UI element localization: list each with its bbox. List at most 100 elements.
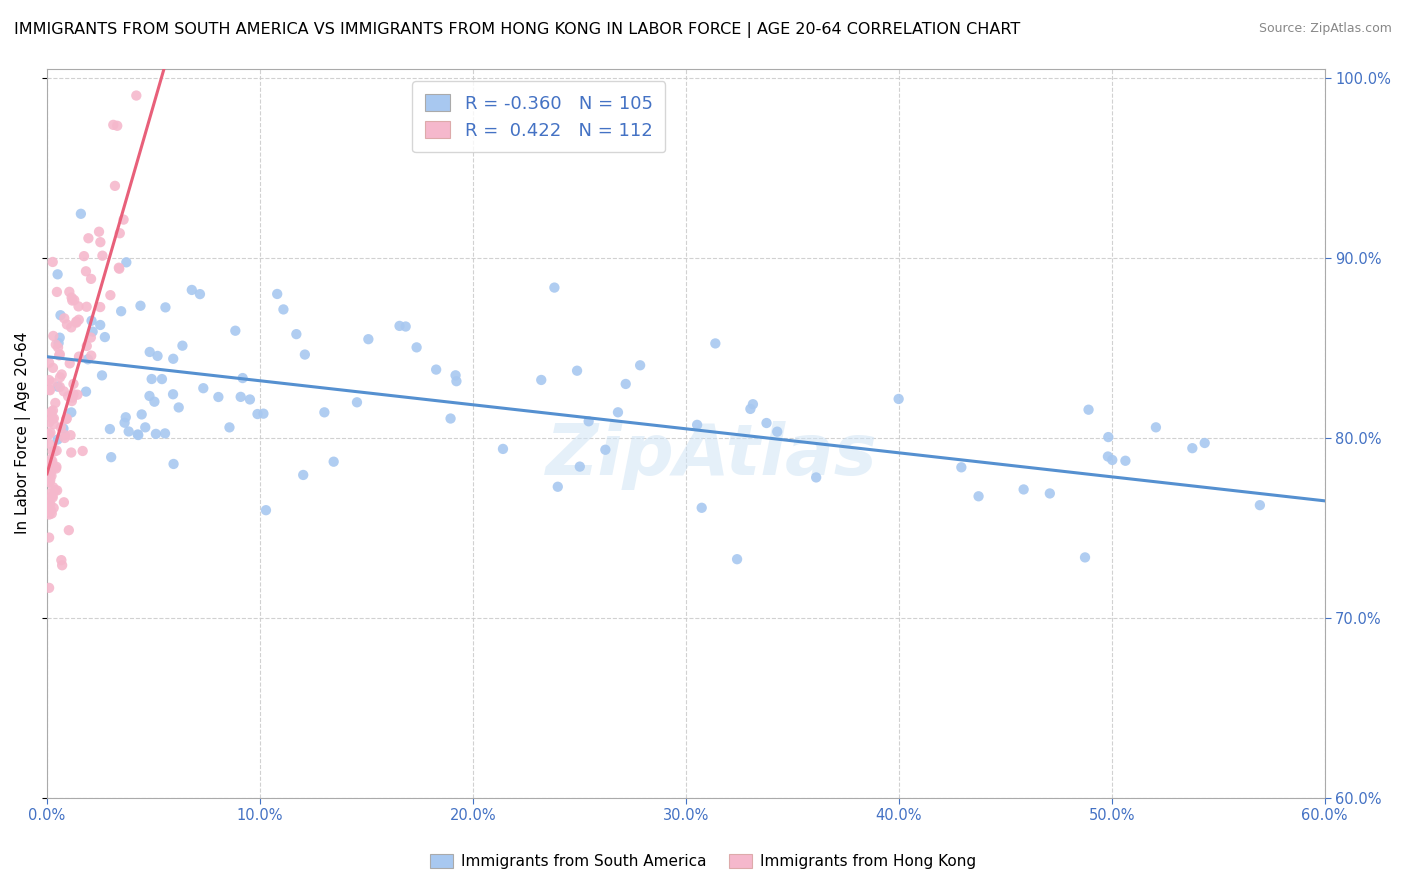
Point (42, 329, 65, 343)
Point (52, 384, 75, 399)
Point (405, 340, 427, 354)
Point (42, 458, 65, 472)
Point (44, 483, 66, 498)
Point (66, 387, 89, 401)
Point (80, 330, 103, 344)
Point (143, 394, 166, 409)
Point (89, 318, 111, 332)
Point (131, 408, 153, 422)
Point (232, 371, 254, 385)
Point (145, 426, 167, 441)
Point (565, 364, 588, 378)
Point (49, 347, 72, 361)
Point (425, 362, 447, 376)
Point (46, 268, 69, 282)
Point (314, 405, 336, 419)
Point (285, 327, 308, 342)
Point (41, 454, 63, 468)
Point (53, 431, 76, 445)
Point (65, 316, 87, 330)
Point (80, 314, 103, 328)
Point (60, 291, 83, 305)
Point (39, 425, 62, 440)
Point (60, 293, 83, 308)
Point (55, 412, 77, 426)
Point (45, 443, 67, 458)
Point (94, 330, 117, 344)
Point (686, 417, 709, 432)
Point (1144, 420, 1167, 434)
Point (58, 285, 80, 299)
Text: ZipAtlas: ZipAtlas (546, 421, 877, 490)
Point (41, 411, 63, 425)
Point (73, 249, 96, 263)
Point (167, 401, 190, 415)
Point (292, 467, 315, 482)
Point (766, 425, 789, 439)
Point (755, 416, 778, 430)
Point (53, 428, 76, 442)
Point (492, 442, 515, 456)
Point (48, 331, 70, 345)
Point (38, 458, 60, 473)
Point (42, 491, 65, 505)
Point (1101, 453, 1123, 467)
Point (1249, 498, 1271, 512)
Point (89, 300, 111, 314)
Point (103, 118, 125, 132)
Point (42, 411, 65, 425)
Point (52, 495, 75, 509)
Point (38, 581, 60, 595)
Point (42, 360, 65, 375)
Point (188, 287, 211, 301)
Point (82, 325, 104, 339)
Point (63, 293, 86, 307)
Point (42, 461, 65, 475)
Point (254, 503, 277, 517)
Point (162, 351, 184, 366)
Point (38, 487, 60, 501)
Point (614, 376, 637, 391)
Point (51, 368, 73, 382)
Point (45, 285, 67, 299)
Point (65, 315, 87, 329)
Point (224, 324, 246, 338)
Point (59, 428, 82, 442)
Point (294, 347, 316, 361)
Point (252, 407, 274, 421)
Point (60, 391, 83, 405)
Point (108, 261, 131, 276)
Point (46, 483, 69, 498)
Point (75, 264, 97, 278)
Point (45, 459, 67, 474)
Point (887, 392, 910, 406)
Point (129, 299, 152, 313)
Point (628, 359, 651, 373)
Point (690, 500, 713, 515)
Point (162, 457, 184, 471)
Point (153, 426, 176, 441)
Point (115, 255, 138, 269)
Point (38, 470, 60, 484)
Point (39, 497, 62, 511)
Point (38, 475, 60, 490)
Point (446, 374, 468, 388)
Point (607, 405, 630, 419)
Point (39, 460, 62, 475)
Point (38, 508, 60, 522)
Point (38, 383, 60, 397)
Point (967, 489, 990, 503)
Point (76, 300, 98, 314)
Point (39, 473, 62, 487)
Point (67, 312, 90, 326)
Point (239, 392, 262, 407)
Point (46, 433, 69, 447)
Point (543, 280, 565, 294)
Point (38, 503, 60, 517)
Point (44, 444, 66, 458)
Point (41, 444, 63, 458)
Point (1097, 450, 1119, 464)
Point (58, 523, 80, 537)
Point (127, 427, 149, 442)
Point (51, 553, 73, 567)
